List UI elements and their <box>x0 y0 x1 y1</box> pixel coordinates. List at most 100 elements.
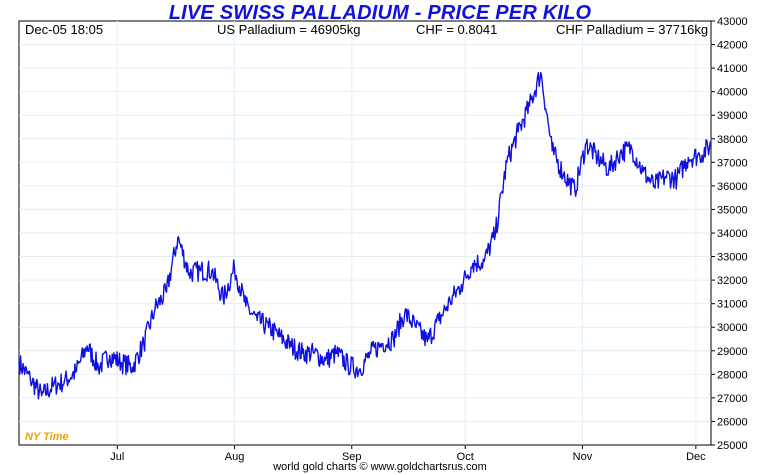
price-point <box>324 359 327 362</box>
chf-palladium-label: CHF Palladium = 37716kg <box>556 22 709 37</box>
price-point <box>403 312 406 314</box>
price-point <box>108 354 111 357</box>
y-tick-label: 29000 <box>717 346 748 358</box>
price-point <box>74 371 77 373</box>
chf-rate-label: CHF = 0.8041 <box>416 22 498 37</box>
price-point <box>551 149 553 152</box>
price-point <box>653 185 656 187</box>
price-point <box>86 345 88 347</box>
y-tick-label: 35000 <box>717 204 748 216</box>
timestamp-label: Dec-05 18:05 <box>25 22 104 37</box>
y-tick-label: 43000 <box>717 16 748 28</box>
price-point <box>40 394 43 397</box>
price-point <box>540 72 542 74</box>
price-point <box>381 342 383 345</box>
price-point <box>233 267 236 270</box>
price-point <box>562 173 565 175</box>
price-point <box>177 236 179 239</box>
ny-time-annotation: NY Time <box>25 431 69 443</box>
price-point <box>449 300 451 303</box>
price-point <box>698 154 701 157</box>
price-point <box>664 175 667 178</box>
price-point <box>369 352 372 354</box>
y-tick-label: 33000 <box>717 252 748 264</box>
price-point <box>619 152 622 154</box>
price-point <box>131 366 134 369</box>
y-tick-label: 39000 <box>717 110 748 122</box>
price-point <box>676 178 678 180</box>
price-point <box>97 366 100 369</box>
y-tick-label: 25000 <box>717 440 748 452</box>
y-tick-label: 40000 <box>717 87 748 99</box>
price-point <box>63 380 66 383</box>
x-axis: Jul Aug Sep Oct Nov Dec <box>110 445 706 463</box>
price-point <box>313 352 315 354</box>
price-point <box>630 147 633 149</box>
price-point <box>335 352 338 354</box>
y-tick-label: 30000 <box>717 322 748 334</box>
series-group <box>18 72 712 400</box>
y-tick-label: 27000 <box>717 393 748 405</box>
y-tick-label: 32000 <box>717 275 748 287</box>
price-point <box>608 168 610 171</box>
price-point <box>460 284 463 286</box>
price-point <box>142 342 145 345</box>
y-tick-label: 38000 <box>717 134 748 146</box>
price-point <box>506 161 508 164</box>
price-point <box>290 345 293 347</box>
price-series-line <box>18 72 712 400</box>
price-point <box>256 319 259 321</box>
price-point <box>710 144 712 147</box>
price-point <box>517 130 519 133</box>
y-tick-label: 26000 <box>717 416 748 428</box>
us-palladium-label: US Palladium = 46905kg <box>217 22 361 37</box>
price-point <box>188 272 190 274</box>
price-point <box>437 319 440 321</box>
y-tick-label: 34000 <box>717 228 748 240</box>
price-point <box>642 170 644 173</box>
price-point <box>347 364 349 366</box>
price-point <box>279 335 281 338</box>
y-tick-label: 37000 <box>717 157 748 169</box>
price-point <box>18 361 20 364</box>
x-tick-label: Jul <box>110 451 124 463</box>
price-point <box>494 232 497 234</box>
x-tick-label: Aug <box>225 451 245 463</box>
price-point <box>426 340 429 343</box>
x-tick-label: Nov <box>573 451 593 463</box>
price-point <box>120 361 122 364</box>
price-point <box>528 105 531 107</box>
x-tick-label: Sep <box>342 451 362 463</box>
price-point <box>358 368 361 371</box>
price-point <box>211 269 213 272</box>
price-point <box>392 338 395 340</box>
footer-credit: world gold charts © www.goldchartsrus.co… <box>273 461 487 473</box>
y-tick-label: 31000 <box>717 299 748 311</box>
y-tick-label: 36000 <box>717 181 748 193</box>
grid-lines <box>19 21 711 445</box>
price-point <box>267 326 270 329</box>
price-point <box>52 385 54 387</box>
price-point <box>483 260 485 263</box>
price-point <box>222 298 224 300</box>
y-tick-label: 41000 <box>717 63 748 75</box>
y-axis: 25000 26000 27000 28000 29000 30000 31000 32000… <box>711 16 748 452</box>
price-point <box>471 262 474 265</box>
price-point <box>574 189 576 192</box>
price-point <box>245 305 247 307</box>
price-point <box>301 352 304 354</box>
y-tick-label: 42000 <box>717 40 748 52</box>
price-point <box>596 156 599 159</box>
price-point <box>154 307 156 310</box>
price-point <box>29 378 32 380</box>
price-point <box>585 142 588 145</box>
price-point <box>199 269 202 272</box>
price-point <box>687 156 690 159</box>
price-point <box>165 291 168 293</box>
price-point <box>415 326 417 329</box>
chart-title: LIVE SWISS PALLADIUM - PRICE PER KILO <box>168 2 592 24</box>
x-tick-label: Oct <box>457 451 474 463</box>
y-tick-label: 28000 <box>717 369 748 381</box>
x-tick-label: Dec <box>686 451 706 463</box>
